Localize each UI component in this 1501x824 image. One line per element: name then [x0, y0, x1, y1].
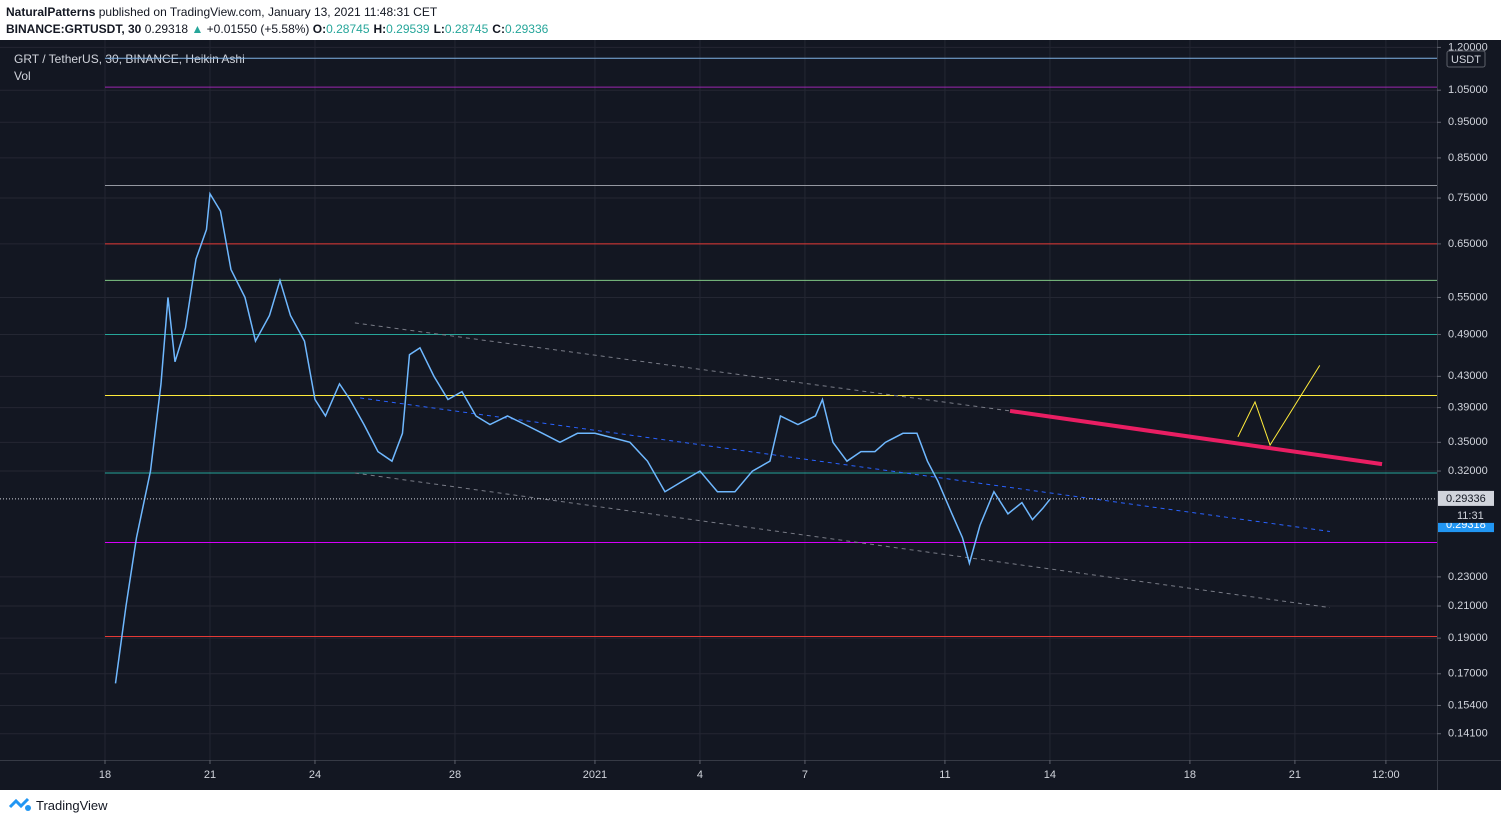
- currency: USDT: [1451, 54, 1481, 66]
- legend-title: GRT / TetherUS, 30, BINANCE, Heikin Ashi: [14, 52, 245, 66]
- x-tick-label: 28: [449, 769, 461, 781]
- ohlc: O:0.28745 H:0.29539 L:0.28745 C:0.29336: [313, 22, 553, 36]
- x-tick-label: 18: [99, 769, 111, 781]
- y-tick-label: 1.05000: [1448, 84, 1488, 96]
- ohlc-value: 0.28745: [326, 22, 370, 36]
- y-tick-label: 0.49000: [1448, 328, 1488, 340]
- x-tick-label: 21: [204, 769, 216, 781]
- y-tick-label: 0.75000: [1448, 192, 1488, 204]
- last: 0.29318: [144, 22, 189, 36]
- trendline: [360, 397, 1330, 532]
- chart-bg: [0, 40, 1501, 790]
- ohlc-label: O:: [312, 22, 327, 36]
- x-tick-label: 11: [939, 769, 950, 781]
- y-tick-label: 0.39000: [1448, 402, 1488, 414]
- y-tick-label: 0.17000: [1448, 668, 1488, 680]
- x-tick-label: 21: [1289, 769, 1301, 781]
- x-tick-label: 14: [1044, 769, 1056, 781]
- y-tick-label: 0.15400: [1448, 699, 1488, 711]
- y-tick-label: 0.14100: [1448, 728, 1488, 740]
- ohlc-label: L:: [433, 22, 445, 36]
- y-tick-label: 0.19000: [1448, 632, 1488, 644]
- price-line: [114, 191, 1051, 684]
- chart: GRT / TetherUS, 30, BINANCE, Heikin Ashi…: [0, 40, 1501, 790]
- logo: [8, 797, 31, 811]
- countdown-box: [1438, 507, 1494, 523]
- footer: TradingView: [8, 797, 108, 813]
- y-tick-label: 0.21000: [1448, 600, 1488, 612]
- ohlc-value: 0.28745: [444, 22, 489, 36]
- published: published on TradingView.com, January 13…: [98, 5, 438, 19]
- y-tick-label: 0.43000: [1448, 370, 1488, 382]
- y-tick-label: 0.35000: [1448, 436, 1488, 448]
- author[interactable]: NaturalPatterns: [6, 5, 96, 19]
- y-tick-label: 1.20000: [1448, 41, 1488, 53]
- x-tick-label: 24: [309, 769, 321, 781]
- countdown: 11:31: [1457, 510, 1484, 522]
- price-marker-label: 0.29336: [1446, 493, 1486, 505]
- trendline: [1237, 365, 1321, 447]
- change: +0.01550 (+5.58%): [206, 22, 310, 36]
- trendline: [1009, 408, 1383, 467]
- up-icon: ▲: [191, 22, 204, 36]
- y-tick-label: 0.23000: [1448, 571, 1488, 583]
- y-tick-label: 0.55000: [1448, 291, 1488, 303]
- brand: TradingView: [36, 797, 108, 813]
- symbol: BINANCE:GRTUSDT, 30: [6, 22, 142, 36]
- x-tick-label: 12:00: [1372, 769, 1400, 781]
- y-tick-label: 0.65000: [1448, 238, 1488, 250]
- ohlc-label: C:: [492, 22, 505, 36]
- ohlc-value: 0.29539: [386, 22, 430, 36]
- trendline: [354, 322, 1011, 412]
- ohlc-value: 0.29336: [504, 22, 549, 36]
- x-tick-label: 2021: [583, 769, 607, 781]
- publish-line: NaturalPatterns published on TradingView…: [6, 4, 552, 21]
- price-marker: [1438, 490, 1494, 506]
- legend-vol: Vol: [14, 69, 31, 83]
- header: NaturalPatterns published on TradingView…: [6, 4, 552, 38]
- quote-line: BINANCE:GRTUSDT, 30 0.29318 ▲ +0.01550 (…: [6, 21, 552, 38]
- y-tick-label: 0.85000: [1448, 152, 1488, 164]
- x-tick-label: 4: [697, 769, 703, 781]
- x-tick-label: 7: [802, 769, 808, 781]
- y-tick-label: 0.95000: [1448, 116, 1488, 128]
- ohlc-label: H:: [373, 22, 387, 36]
- currency-box[interactable]: [1446, 50, 1486, 68]
- y-tick-label: 0.32000: [1448, 465, 1488, 477]
- x-tick-label: 18: [1184, 769, 1196, 781]
